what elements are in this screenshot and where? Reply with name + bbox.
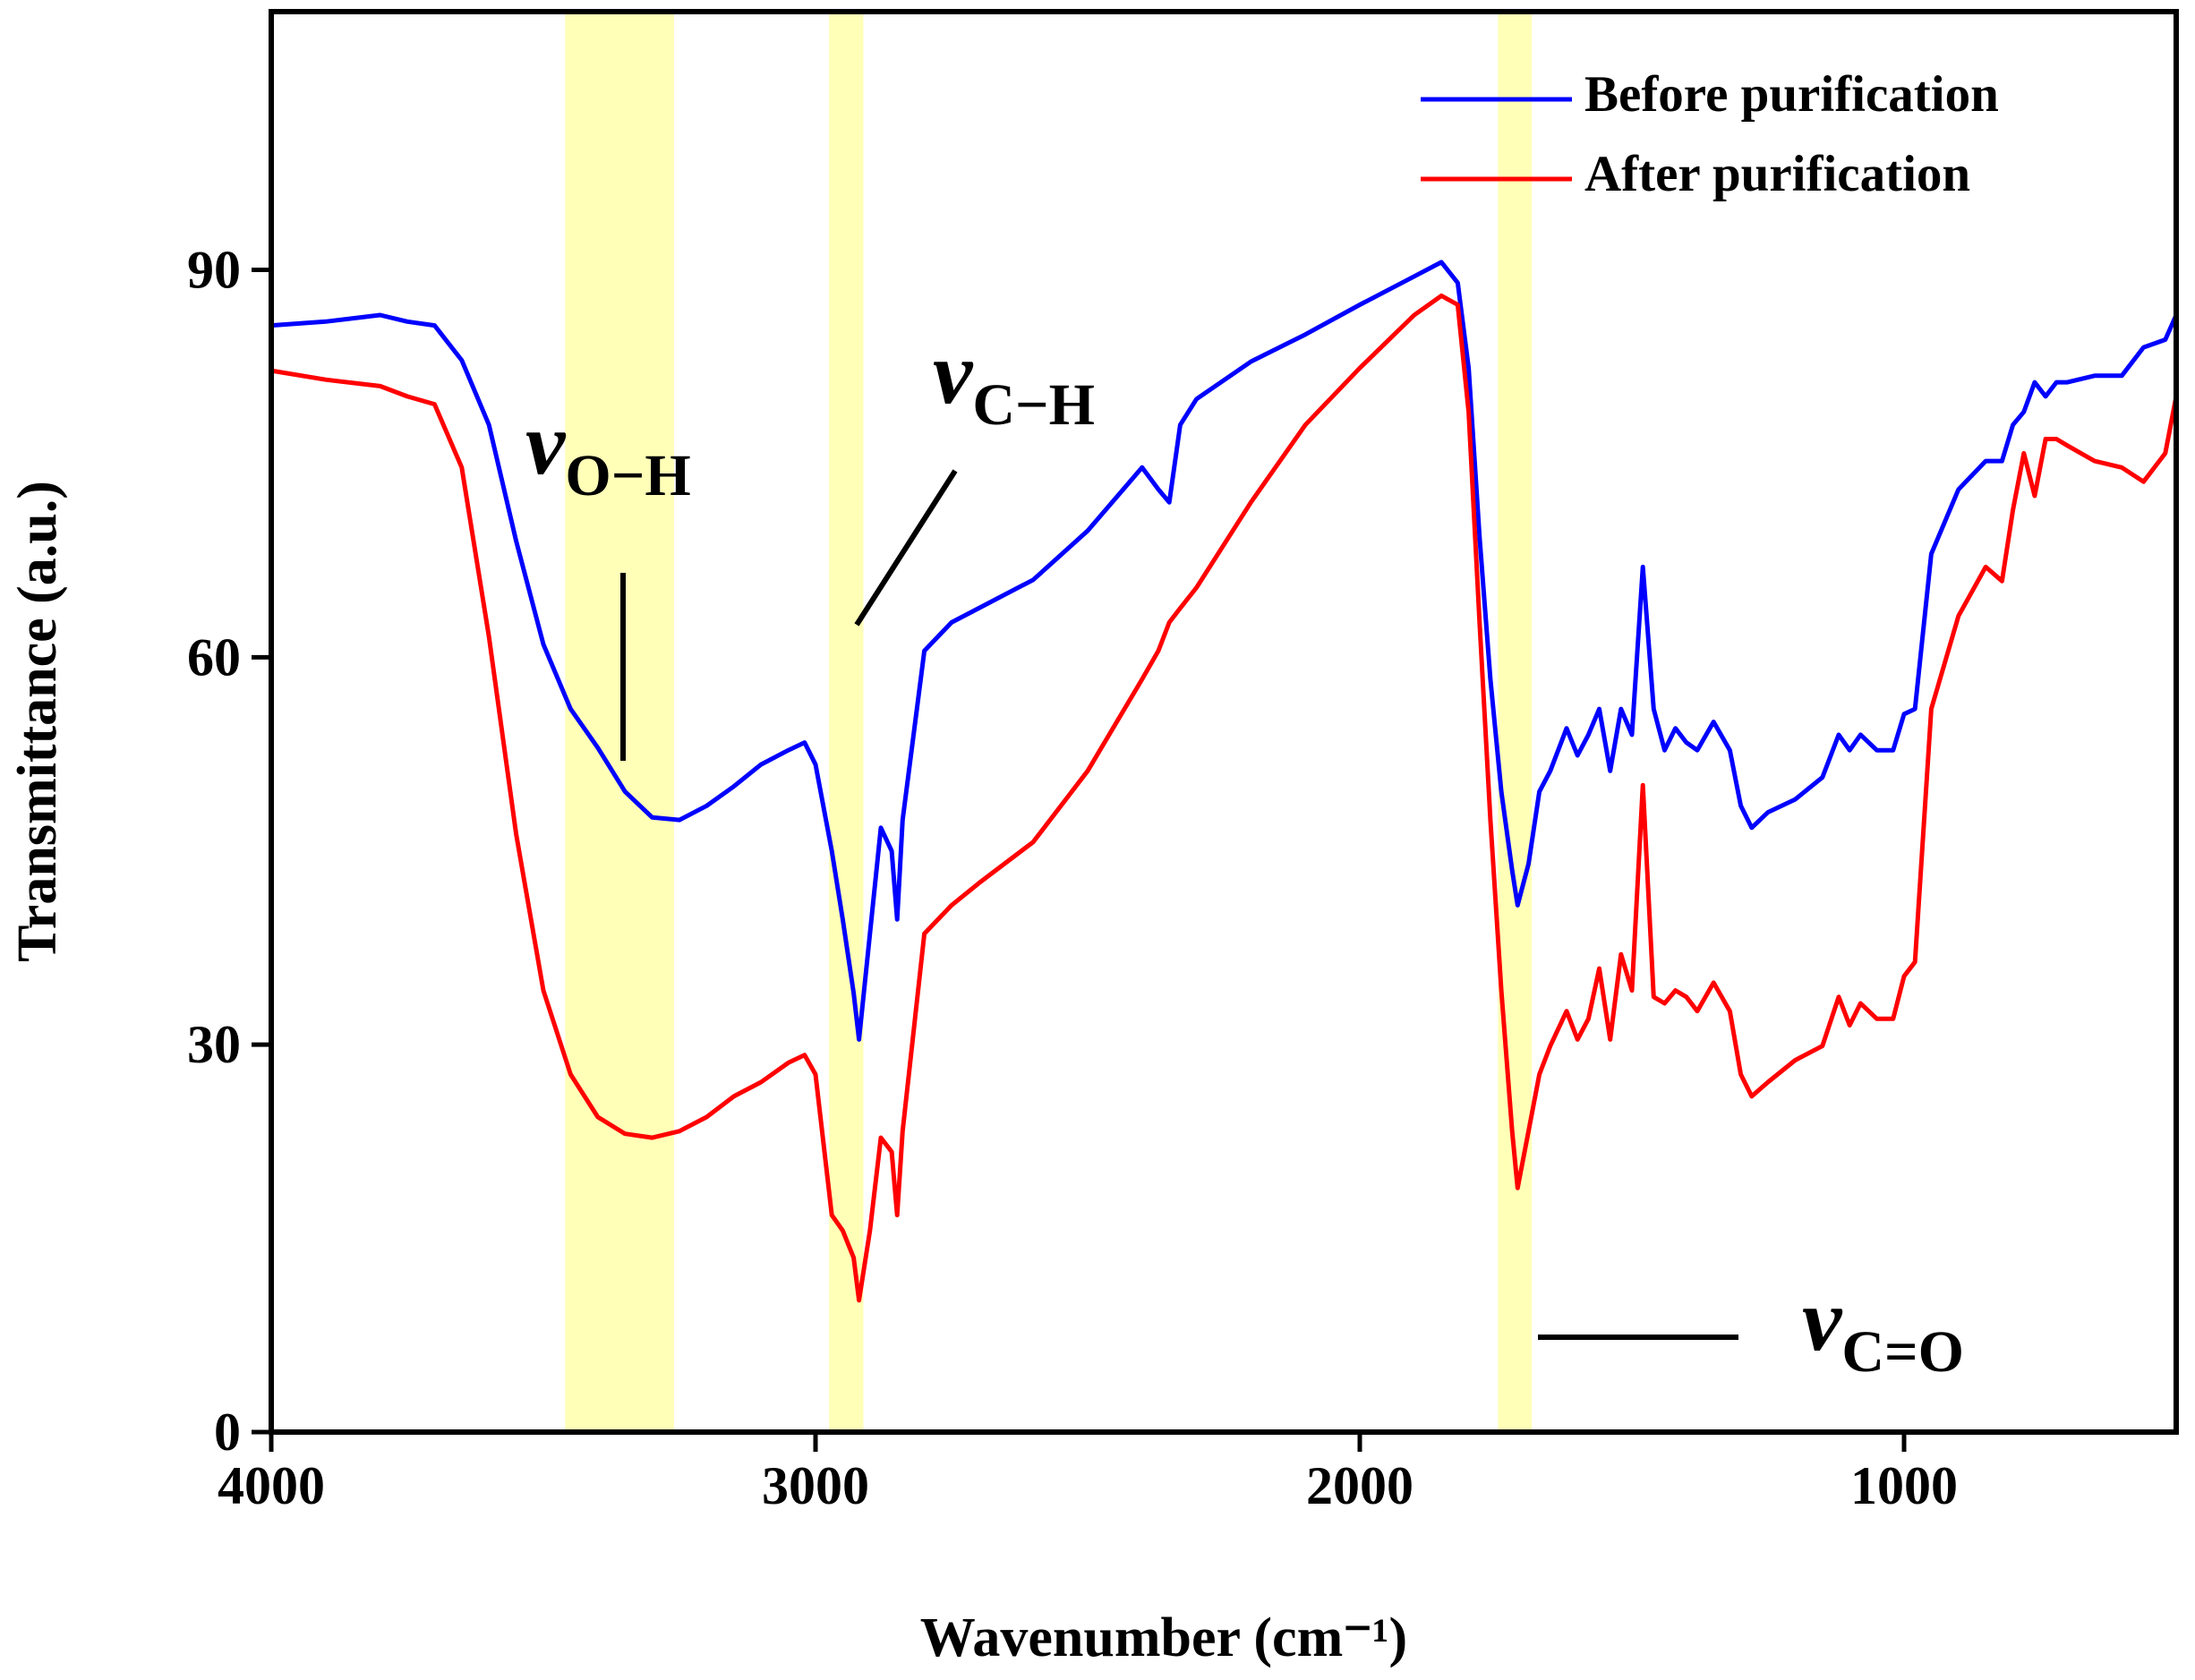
legend-label: Before purification xyxy=(1584,66,1999,123)
annotation-symbol: v xyxy=(933,323,974,422)
series-line xyxy=(270,293,2179,1303)
y-tick-label: 60 xyxy=(187,627,241,686)
x-tick-label: 1000 xyxy=(1850,1456,1958,1515)
annotation: vC=O xyxy=(1802,1270,1964,1385)
annotation-subscript: C=O xyxy=(1841,1319,1964,1385)
annotation-subscript: C−H xyxy=(972,372,1095,438)
annotation: vC−H xyxy=(933,323,1095,438)
y-tick-label: 30 xyxy=(187,1015,241,1074)
x-tick-label: 4000 xyxy=(218,1456,325,1515)
plot-frame xyxy=(269,9,2179,1435)
y-tick-label: 90 xyxy=(187,241,241,300)
axis-layer: 4000 3000 2000 1000 0 30 60 90 Before purificati… xyxy=(187,9,2179,1515)
y-tick-label: 0 xyxy=(214,1403,241,1462)
line-layer xyxy=(270,260,2179,1303)
x-tick-label: 2000 xyxy=(1306,1456,1414,1515)
annotation-subscript: O−H xyxy=(565,443,690,508)
highlight-band xyxy=(829,12,864,1432)
annotation: vO−H xyxy=(525,394,691,508)
y-axis-label: Transmittance (a.u.) xyxy=(7,481,68,962)
highlight-band xyxy=(1498,12,1533,1432)
legend-label: After purification xyxy=(1584,146,1970,202)
annotation-symbol: v xyxy=(525,394,567,493)
highlight-layer xyxy=(565,12,1533,1432)
annotation-line xyxy=(854,469,958,627)
highlight-band xyxy=(565,12,674,1432)
series-line xyxy=(270,260,2179,1042)
x-tick-label: 3000 xyxy=(762,1456,869,1515)
x-axis-label: Wavenumber (cm⁻¹) xyxy=(920,1608,1407,1668)
annotation-symbol: v xyxy=(1802,1270,1843,1369)
